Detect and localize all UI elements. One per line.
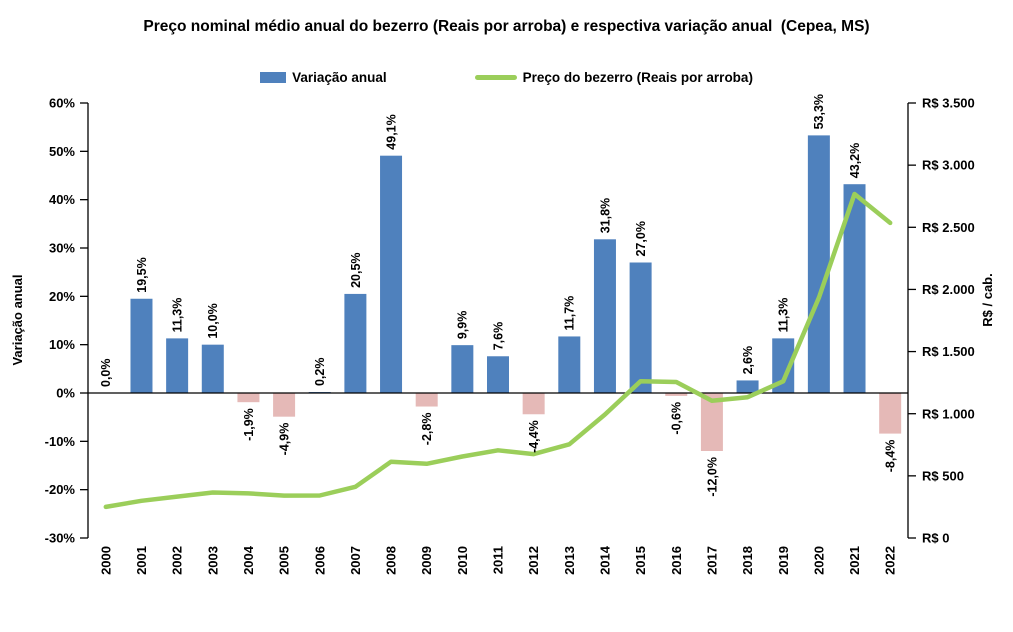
bar-2016 bbox=[665, 393, 688, 396]
legend-label-preco-bezerro: Preço do bezerro (Reais por arroba) bbox=[522, 70, 753, 85]
x-tick-label-2019: 2019 bbox=[776, 546, 791, 575]
left-axis-tick-label: 40% bbox=[49, 192, 75, 207]
right-axis-tick-label: R$ 3.500 bbox=[922, 96, 975, 111]
bar-2002 bbox=[166, 338, 189, 393]
legend: Variação anual Preço do bezerro (Reais p… bbox=[0, 70, 1013, 85]
x-tick-label-2017: 2017 bbox=[704, 546, 719, 575]
x-tick-label-2018: 2018 bbox=[740, 546, 755, 575]
x-tick-label-2021: 2021 bbox=[847, 546, 862, 575]
x-tick-label-2005: 2005 bbox=[277, 546, 292, 575]
bar-2001 bbox=[130, 298, 153, 393]
left-axis-tick-label: 50% bbox=[49, 144, 75, 159]
bar-label-2017: -12,0% bbox=[705, 457, 719, 497]
bar-label-2005: -4,9% bbox=[277, 423, 291, 456]
bar-label-2003: 10,0% bbox=[206, 303, 220, 338]
x-tick-label-2004: 2004 bbox=[241, 545, 256, 575]
bar-2012 bbox=[522, 393, 545, 415]
bar-2009 bbox=[415, 393, 438, 407]
bar-label-2016: -0,6% bbox=[670, 402, 684, 435]
x-tick-label-2006: 2006 bbox=[312, 546, 327, 575]
bar-label-2007: 20,5% bbox=[349, 252, 363, 287]
chart-title: Preço nominal médio anual do bezerro (Re… bbox=[143, 18, 870, 35]
bar-label-2006: 0,2% bbox=[313, 358, 327, 387]
bar-label-2001: 19,5% bbox=[135, 257, 149, 292]
bar-2022 bbox=[879, 393, 902, 434]
x-tick-label-2002: 2002 bbox=[170, 546, 185, 575]
bar-2013 bbox=[558, 336, 581, 393]
right-axis-tick-label: R$ 500 bbox=[922, 468, 964, 483]
x-tick-label-2012: 2012 bbox=[526, 546, 541, 575]
right-axis-tick-label: R$ 1.500 bbox=[922, 344, 975, 359]
x-tick-label-2022: 2022 bbox=[883, 546, 898, 575]
left-axis-tick-label: 30% bbox=[49, 241, 75, 256]
bar-2014 bbox=[593, 239, 616, 393]
right-axis-tick-label: R$ 2.500 bbox=[922, 220, 975, 235]
bar-2015 bbox=[629, 262, 652, 393]
bar-label-2013: 11,7% bbox=[563, 296, 577, 331]
x-tick-label-2013: 2013 bbox=[562, 546, 577, 575]
x-tick-label-2007: 2007 bbox=[348, 546, 363, 575]
bar-label-2008: 49,1% bbox=[384, 114, 398, 149]
bar-2005 bbox=[273, 393, 296, 417]
price-line bbox=[103, 191, 893, 510]
legend-line-swatch bbox=[474, 75, 517, 80]
bar-label-2000: 0,0% bbox=[99, 359, 113, 388]
bar-2011 bbox=[487, 356, 509, 393]
left-axis-tick-label: -10% bbox=[45, 434, 76, 449]
bar-label-2014: 31,8% bbox=[598, 198, 612, 233]
bar-label-2015: 27,0% bbox=[634, 221, 648, 256]
x-tick-label-2010: 2010 bbox=[455, 546, 470, 575]
bar-2008 bbox=[380, 155, 403, 393]
bar-label-2022: -8,4% bbox=[884, 440, 898, 473]
bar-label-2009: -2,8% bbox=[420, 413, 434, 446]
x-tick-label-2011: 2011 bbox=[491, 546, 506, 574]
right-axis-tick-label: R$ 2.000 bbox=[922, 282, 975, 297]
bar-label-2018: 2,6% bbox=[741, 346, 755, 375]
x-tick-label-2000: 2000 bbox=[98, 546, 113, 575]
bar-label-2004: -1,9% bbox=[242, 408, 256, 441]
right-axis-tick-label: R$ 0 bbox=[922, 531, 949, 546]
x-tick-label-2014: 2014 bbox=[598, 545, 613, 575]
legend-bar-swatch bbox=[260, 72, 287, 83]
left-axis-tick-label: 10% bbox=[49, 337, 75, 352]
x-tick-label-2016: 2016 bbox=[669, 546, 684, 575]
x-tick-label-2020: 2020 bbox=[811, 546, 826, 575]
left-axis-tick-label: -20% bbox=[45, 482, 76, 497]
legend-item-preco-bezerro: Preço do bezerro (Reais por arroba) bbox=[474, 70, 753, 85]
bar-label-2010: 9,9% bbox=[456, 311, 470, 340]
bar-label-2002: 11,3% bbox=[171, 298, 185, 333]
x-tick-label-2001: 2001 bbox=[134, 546, 149, 575]
bar-2007 bbox=[344, 293, 367, 393]
left-axis-tick-label: 0% bbox=[56, 386, 75, 401]
bar-2021 bbox=[843, 184, 866, 393]
right-axis-title: R$ / cab. bbox=[980, 273, 995, 326]
right-axis-tick-label: R$ 1.000 bbox=[922, 406, 975, 421]
left-axis-tick-label: -30% bbox=[45, 531, 76, 546]
right-axis-tick-label: R$ 3.000 bbox=[922, 158, 975, 173]
legend-item-variacao-anual: Variação anual bbox=[260, 70, 387, 85]
bar-label-2020: 53,3% bbox=[812, 94, 826, 129]
x-tick-label-2015: 2015 bbox=[633, 546, 648, 575]
left-axis-title: Variação anual bbox=[10, 274, 25, 365]
x-tick-label-2003: 2003 bbox=[205, 546, 220, 575]
legend-label-variacao-anual: Variação anual bbox=[292, 70, 387, 85]
x-tick-label-2009: 2009 bbox=[419, 546, 434, 575]
bar-2004 bbox=[237, 393, 260, 403]
bar-2020 bbox=[807, 135, 830, 393]
bar-2017 bbox=[700, 393, 723, 451]
left-axis-tick-label: 60% bbox=[49, 96, 75, 111]
bar-2010 bbox=[451, 345, 474, 393]
x-tick-label-2008: 2008 bbox=[384, 546, 399, 575]
bar-label-2021: 43,2% bbox=[848, 143, 862, 178]
left-axis-tick-label: 20% bbox=[49, 289, 75, 304]
bar-label-2012: -4,4% bbox=[527, 420, 541, 453]
bar-label-2011: 7,6% bbox=[491, 322, 505, 351]
bar-label-2019: 11,3% bbox=[777, 298, 791, 333]
bar-2003 bbox=[201, 344, 224, 393]
bar-2018 bbox=[736, 380, 759, 393]
bar-2019 bbox=[772, 338, 795, 393]
